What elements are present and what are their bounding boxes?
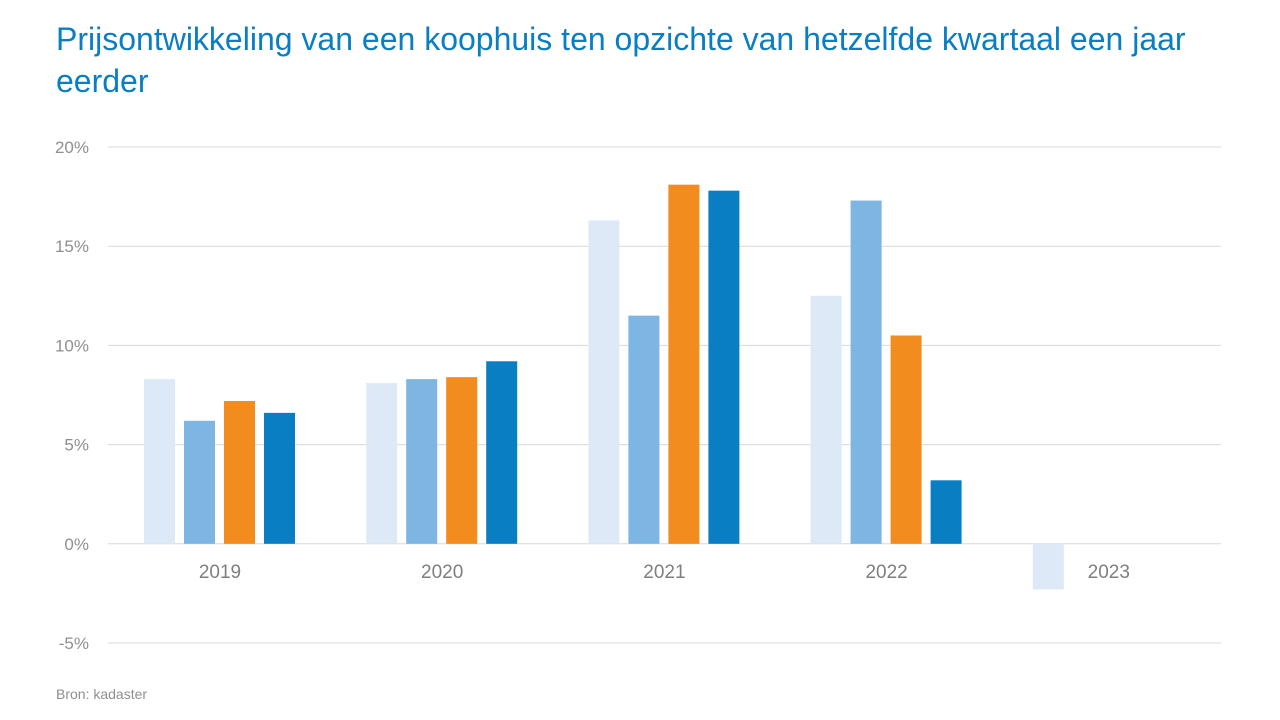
x-category-label: 2022: [865, 562, 907, 583]
source-note: Bron: kadaster: [56, 686, 148, 702]
bar-2022-2: [850, 200, 882, 544]
bar-2020-3: [446, 377, 478, 544]
chart-title: Prijsontwikkeling van een koophuis ten o…: [56, 21, 1186, 99]
bar-2020-1: [366, 383, 398, 544]
x-axis-labels: 2019 2020 2021 2022 2023: [199, 562, 1130, 583]
x-category-label: 2021: [643, 562, 685, 583]
bars: [144, 184, 1064, 590]
bar-2022-4: [930, 480, 962, 544]
x-category-label: 2023: [1088, 562, 1130, 583]
bar-2019-3: [224, 400, 255, 544]
bar-2019-2: [184, 420, 215, 544]
bar-2020-4: [486, 361, 518, 544]
bar-2021-4: [708, 190, 740, 544]
bar-2021-3: [668, 184, 700, 544]
bar-2022-1: [810, 295, 842, 544]
y-tick-label: 5%: [64, 436, 89, 455]
bar-2019-4: [264, 412, 295, 544]
bar-chart: 20% 15% 10% 5% 0% -5% 2019 2020 2021 2022 2023: [55, 138, 1221, 653]
bar-2022-3: [890, 335, 922, 544]
bar-2019-1: [144, 379, 175, 544]
bar-2021-1: [588, 220, 620, 544]
y-tick-label: 10%: [55, 336, 89, 355]
y-tick-label: 15%: [55, 237, 89, 256]
y-axis-labels: 20% 15% 10% 5% 0% -5%: [55, 138, 89, 653]
bar-2021-2: [628, 315, 660, 544]
y-tick-label: -5%: [59, 634, 89, 653]
x-category-label: 2019: [199, 562, 241, 583]
bar-2020-2: [406, 379, 438, 544]
x-category-label: 2020: [421, 562, 463, 583]
bar-2023-1: [1032, 543, 1064, 590]
y-tick-label: 20%: [55, 138, 89, 157]
y-tick-label: 0%: [64, 535, 89, 554]
